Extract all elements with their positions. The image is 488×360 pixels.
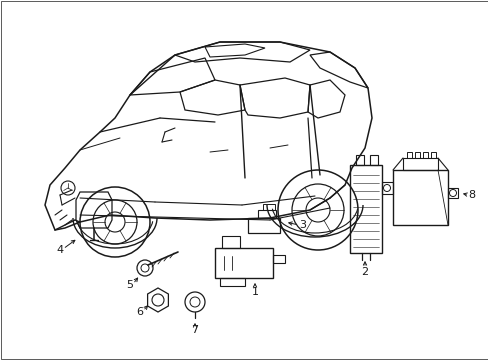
Text: 8: 8 <box>468 190 475 200</box>
Text: 1: 1 <box>251 287 258 297</box>
Bar <box>392 170 447 225</box>
Bar <box>406 152 411 158</box>
Text: 6: 6 <box>136 307 143 317</box>
Bar <box>349 165 381 253</box>
Text: 5: 5 <box>126 280 133 290</box>
Bar <box>247 218 280 233</box>
Bar <box>430 152 435 158</box>
Bar <box>381 182 392 194</box>
Bar <box>272 255 285 263</box>
Bar <box>222 236 240 248</box>
Bar <box>402 158 437 170</box>
Bar <box>447 188 457 198</box>
Bar <box>263 204 274 210</box>
Bar <box>369 155 377 165</box>
Text: 3: 3 <box>299 220 306 230</box>
Bar <box>422 152 427 158</box>
Text: 7: 7 <box>191 325 198 335</box>
Text: 4: 4 <box>56 245 63 255</box>
Bar <box>414 152 419 158</box>
Bar <box>215 248 272 278</box>
Bar <box>220 278 244 286</box>
Bar <box>355 155 363 165</box>
Text: 2: 2 <box>361 267 368 277</box>
Bar <box>258 210 275 218</box>
